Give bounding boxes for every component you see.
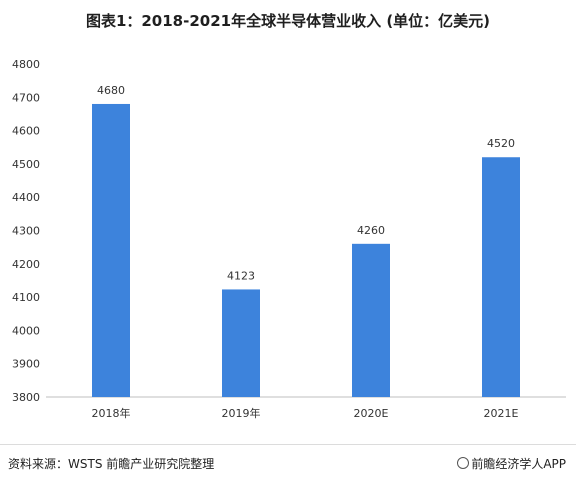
logo-icon xyxy=(457,457,470,469)
bar xyxy=(92,103,130,398)
chart-title: 图表1：2018-2021年全球半导体营业收入 (单位：亿美元) xyxy=(85,12,491,30)
footer-divider xyxy=(0,444,576,445)
bar xyxy=(222,289,260,397)
x-tick-label: 2020E xyxy=(354,407,389,420)
data-label: 4260 xyxy=(357,224,385,237)
y-tick-label: 4500 xyxy=(12,158,40,171)
y-tick-label: 4400 xyxy=(12,191,40,204)
y-tick-label: 3900 xyxy=(12,358,40,371)
y-tick-label: 4800 xyxy=(12,58,40,71)
data-label: 4123 xyxy=(227,269,255,282)
y-tick-label: 4100 xyxy=(12,291,40,304)
brand-credit: 前瞻经济学人APP xyxy=(457,455,566,472)
y-tick-label: 4300 xyxy=(12,225,40,238)
y-tick-label: 3800 xyxy=(12,391,40,404)
y-tick-label: 4700 xyxy=(12,91,40,104)
x-tick-label: 2019年 xyxy=(222,406,261,420)
bar xyxy=(352,243,390,397)
x-tick-label: 2021E xyxy=(484,407,519,420)
x-tick-label: 2018年 xyxy=(92,406,131,420)
data-label: 4520 xyxy=(487,137,515,150)
brand-label: 前瞻经济学人APP xyxy=(471,457,566,471)
bar xyxy=(482,157,520,397)
y-tick-label: 4600 xyxy=(12,125,40,138)
source-note: 资料来源：WSTS 前瞻产业研究院整理 xyxy=(8,457,215,471)
y-tick-label: 4000 xyxy=(12,324,40,337)
y-tick-label: 4200 xyxy=(12,258,40,271)
data-label: 4680 xyxy=(97,84,125,97)
